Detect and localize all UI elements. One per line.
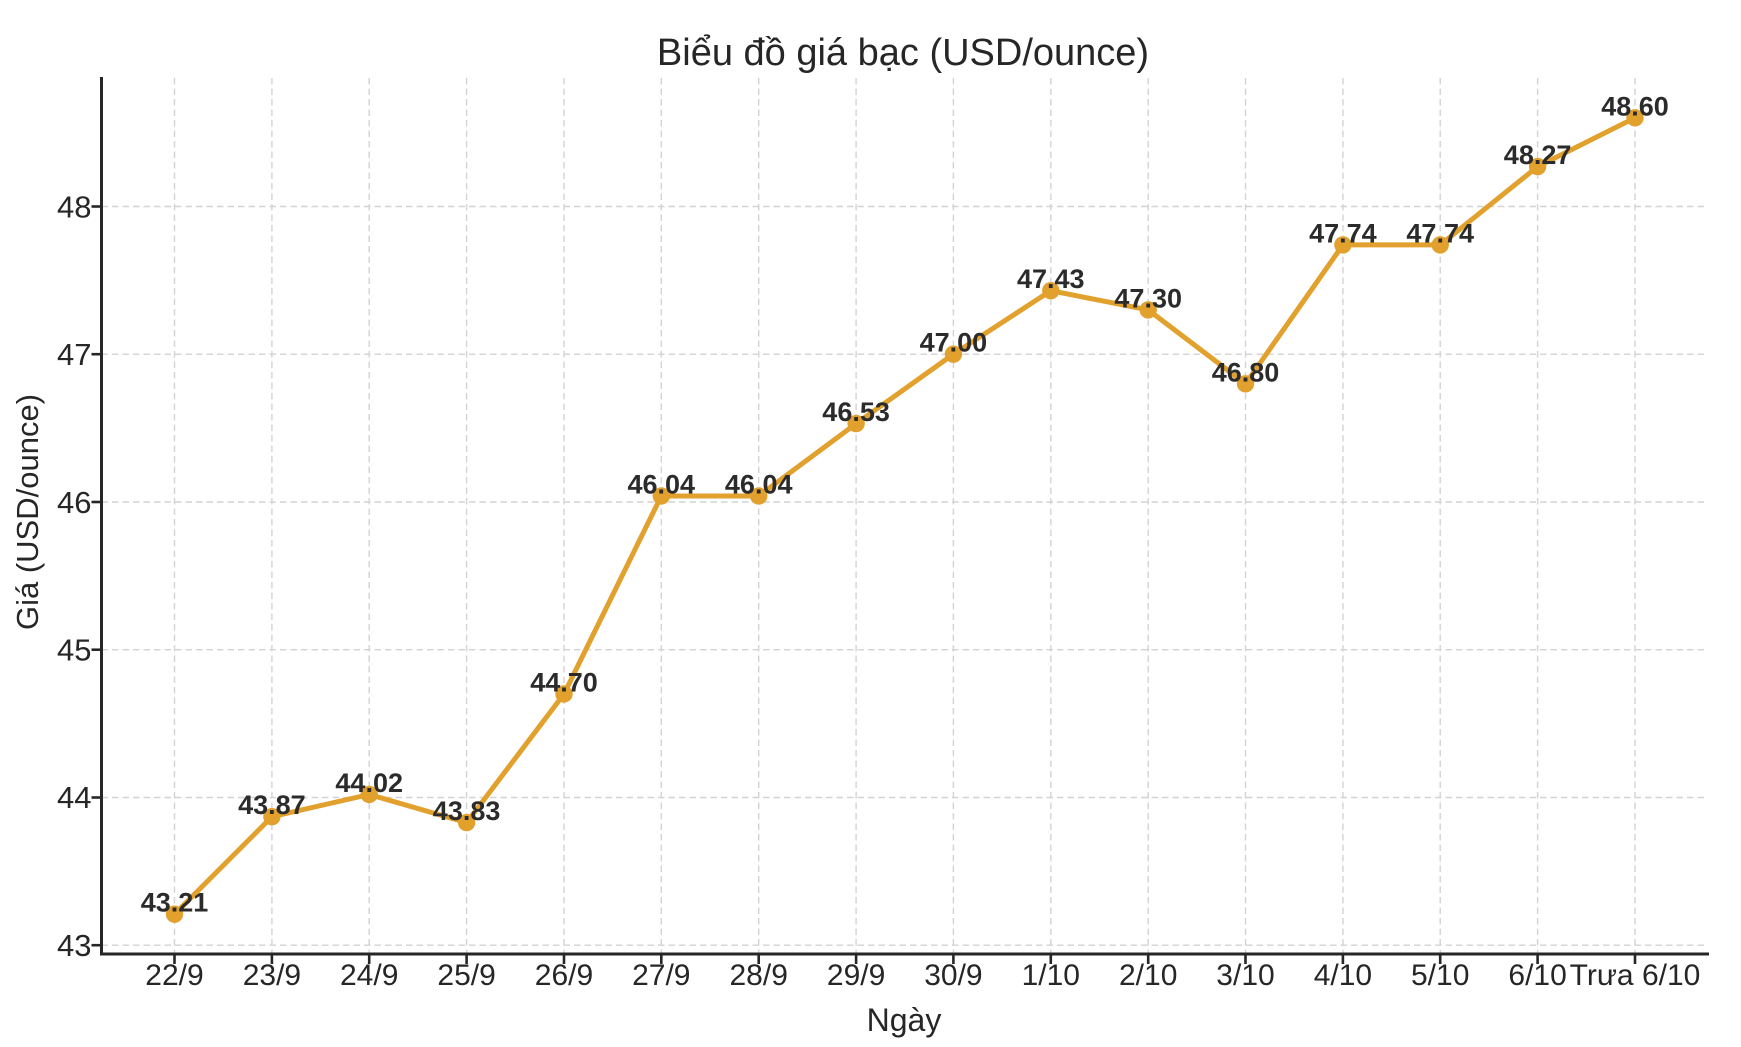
svg-text:25/9: 25/9 (437, 959, 495, 992)
svg-text:46.04: 46.04 (725, 470, 793, 500)
svg-text:Biểu đồ giá bạc (USD/ounce): Biểu đồ giá bạc (USD/ounce) (657, 32, 1149, 74)
svg-text:46.04: 46.04 (628, 470, 696, 500)
svg-text:44.02: 44.02 (335, 768, 403, 798)
svg-text:3/10: 3/10 (1216, 959, 1274, 992)
svg-text:Trưa 6/10: Trưa 6/10 (1570, 959, 1701, 992)
svg-text:24/9: 24/9 (340, 959, 398, 992)
svg-text:28/9: 28/9 (730, 959, 788, 992)
svg-text:30/9: 30/9 (924, 959, 982, 992)
svg-text:46.53: 46.53 (822, 397, 890, 427)
svg-text:5/10: 5/10 (1411, 959, 1469, 992)
svg-text:47.74: 47.74 (1406, 218, 1474, 248)
svg-text:46: 46 (57, 485, 91, 520)
svg-text:2/10: 2/10 (1119, 959, 1177, 992)
svg-text:26/9: 26/9 (535, 959, 593, 992)
svg-text:46.80: 46.80 (1212, 357, 1280, 387)
svg-text:23/9: 23/9 (243, 959, 301, 992)
svg-text:48.27: 48.27 (1504, 140, 1572, 170)
svg-text:1/10: 1/10 (1022, 959, 1080, 992)
svg-text:47.74: 47.74 (1309, 218, 1377, 248)
svg-text:47.30: 47.30 (1114, 283, 1182, 313)
svg-text:45: 45 (57, 633, 91, 668)
svg-text:44: 44 (57, 780, 91, 815)
svg-text:43.87: 43.87 (238, 790, 306, 820)
svg-text:47: 47 (57, 337, 91, 372)
svg-text:43.83: 43.83 (433, 796, 501, 826)
svg-text:6/10: 6/10 (1508, 959, 1566, 992)
svg-text:29/9: 29/9 (827, 959, 885, 992)
svg-text:43.21: 43.21 (141, 888, 209, 918)
svg-text:47.00: 47.00 (920, 328, 988, 358)
svg-text:48.60: 48.60 (1601, 91, 1669, 121)
svg-text:47.43: 47.43 (1017, 264, 1085, 294)
svg-text:Ngày: Ngày (867, 1002, 942, 1038)
svg-text:27/9: 27/9 (632, 959, 690, 992)
svg-text:4/10: 4/10 (1314, 959, 1372, 992)
svg-text:48: 48 (57, 189, 91, 224)
svg-text:Giá (USD/ounce): Giá (USD/ounce) (10, 394, 45, 630)
svg-text:22/9: 22/9 (145, 959, 203, 992)
svg-text:43: 43 (57, 928, 91, 963)
svg-text:44.70: 44.70 (530, 668, 598, 698)
